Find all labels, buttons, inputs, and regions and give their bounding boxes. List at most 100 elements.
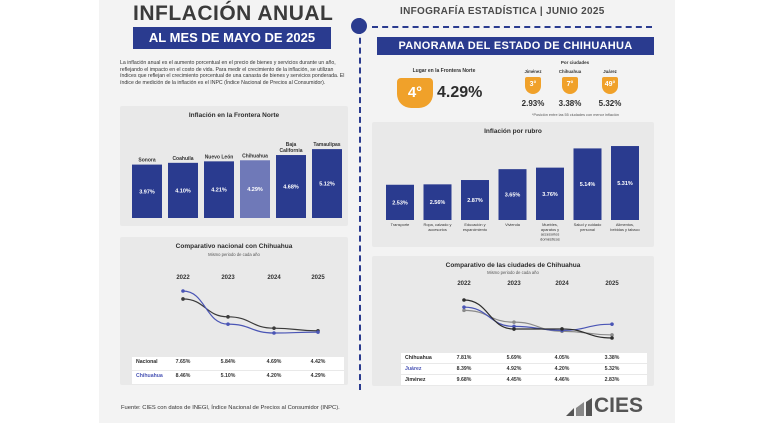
data-label: 3.97%	[139, 189, 155, 195]
bar	[168, 162, 198, 218]
data-label: 2.87%	[467, 198, 483, 204]
table-row-bg	[401, 375, 647, 385]
bar	[423, 184, 452, 220]
data-point	[272, 331, 276, 335]
frontier-chart: 3.97% Sonora 4.10% Coahuila 4.21% Nuevo León 4…	[132, 142, 342, 218]
data-point	[610, 333, 614, 337]
series-name: Nacional	[136, 359, 158, 365]
bar	[276, 155, 306, 218]
cities-comparison-chart: 2022 2023 2024 2025 Chihuahua 7.81% 5.69% 4.05%…	[401, 281, 647, 385]
data-point	[181, 297, 185, 301]
data-point	[226, 322, 230, 326]
city-rank-name: Juárez	[603, 69, 617, 74]
year-label: 2024	[555, 281, 569, 287]
bar	[461, 180, 489, 220]
data-label: 5.14%	[580, 182, 596, 188]
data-label: 4.68%	[283, 185, 299, 191]
series-value: 4.69%	[267, 359, 282, 365]
frontier-value: 4.29%	[437, 84, 483, 101]
category-label: Nuevo León	[205, 154, 234, 160]
city-rank-name: Chihuahua	[558, 69, 582, 74]
bar	[611, 146, 639, 220]
main-subtitle: AL MES DE MAYO DE 2025	[133, 27, 331, 49]
series-value: 4.05%	[555, 355, 570, 361]
series-value: 5.10%	[221, 373, 236, 379]
frontier-rank-badge: 4°	[397, 78, 433, 108]
category-label: Baja	[286, 142, 297, 148]
frontier-chart-title: Inflación en la Frontera Norte	[188, 112, 280, 119]
city-rank-badge: 3°	[525, 77, 541, 94]
year-label: 2025	[311, 275, 325, 281]
intro-paragraph: La inflación anual es el aumento porcent…	[120, 60, 345, 87]
connector-dot-icon	[351, 18, 367, 34]
city-rank-name: Jiménez	[524, 69, 542, 74]
bar	[573, 148, 602, 220]
category-label: Coahuila	[172, 156, 193, 162]
series-line	[463, 299, 613, 339]
city-ranks-label: Por ciudades	[560, 60, 590, 65]
series-line	[182, 290, 319, 334]
category-label: Ropa, calzado y	[424, 222, 452, 227]
data-point	[610, 322, 614, 326]
data-label: 5.12%	[319, 182, 335, 188]
data-label: 4.10%	[175, 188, 191, 194]
city-ranks-note: *Posición entre las 55 ciudades con meno…	[532, 113, 619, 117]
series-value: 7.65%	[176, 359, 191, 365]
data-point	[462, 308, 466, 313]
city-rank-value: 2.93%	[521, 99, 545, 108]
category-label: Muebles,	[542, 222, 558, 227]
city-rank-value: 3.38%	[558, 99, 582, 108]
series-value: 5.32%	[605, 366, 620, 372]
vertical-divider	[359, 18, 361, 390]
data-point	[610, 336, 614, 340]
table-row-bg	[401, 353, 647, 363]
data-label: 5.31%	[617, 181, 633, 187]
series-value: 7.81%	[457, 355, 472, 361]
data-point	[181, 289, 185, 293]
table-row-bg	[401, 364, 647, 374]
cies-logo: CIES	[594, 394, 644, 417]
bar	[132, 164, 162, 218]
bar	[498, 169, 527, 220]
category-label: California	[279, 148, 302, 154]
category-label: personal	[580, 227, 595, 232]
logo-mark-icon	[566, 398, 592, 416]
data-point	[512, 324, 516, 329]
category-label: Chihuahua	[242, 153, 268, 159]
series-value: 4.29%	[311, 373, 326, 379]
panorama-title: PANORAMA DEL ESTADO DE CHIHUAHUA	[377, 37, 654, 55]
series-value: 3.38%	[605, 355, 620, 361]
year-label: 2022	[457, 281, 471, 287]
series-value: 4.42%	[311, 359, 326, 365]
category-label: bebidas y tabaco	[610, 227, 639, 232]
data-label: 4.29%	[247, 187, 263, 193]
bar	[204, 161, 234, 218]
data-label: 3.76%	[542, 192, 558, 198]
source-note: Fuente: CIES con datos de INEGI, Índice …	[121, 405, 340, 411]
year-label: 2023	[507, 281, 521, 287]
series-value: 9.68%	[457, 377, 472, 383]
series-value: 8.46%	[176, 373, 191, 379]
city-rank-badge: 49°	[602, 77, 618, 94]
series-value: 4.20%	[267, 373, 282, 379]
category-label: Tamaulipas	[313, 142, 340, 148]
series-line	[463, 306, 613, 332]
horizontal-divider	[372, 26, 652, 28]
data-label: 4.21%	[211, 188, 227, 194]
bar	[386, 184, 414, 220]
data-point	[462, 305, 466, 309]
data-label: 2.56%	[430, 200, 446, 206]
bar	[312, 149, 342, 218]
series-name: Juárez	[405, 366, 422, 372]
category-label: accesorios	[541, 232, 560, 237]
category-label: Alimentos,	[616, 222, 634, 227]
cities-comparison-subtitle: Mismo periodo de cada año	[487, 270, 539, 275]
series-value: 4.92%	[507, 366, 522, 372]
series-value: 8.39%	[457, 366, 472, 372]
series-value: 4.46%	[555, 377, 570, 383]
city-rank-value: 5.32%	[598, 99, 622, 108]
cities-comparison-title: Comparativo de las ciudades de Chihuahua	[445, 262, 581, 269]
data-point	[462, 298, 466, 302]
table-row-bg	[132, 371, 344, 384]
national-comparison-title: Comparativo nacional con Chihuahua	[175, 243, 293, 250]
